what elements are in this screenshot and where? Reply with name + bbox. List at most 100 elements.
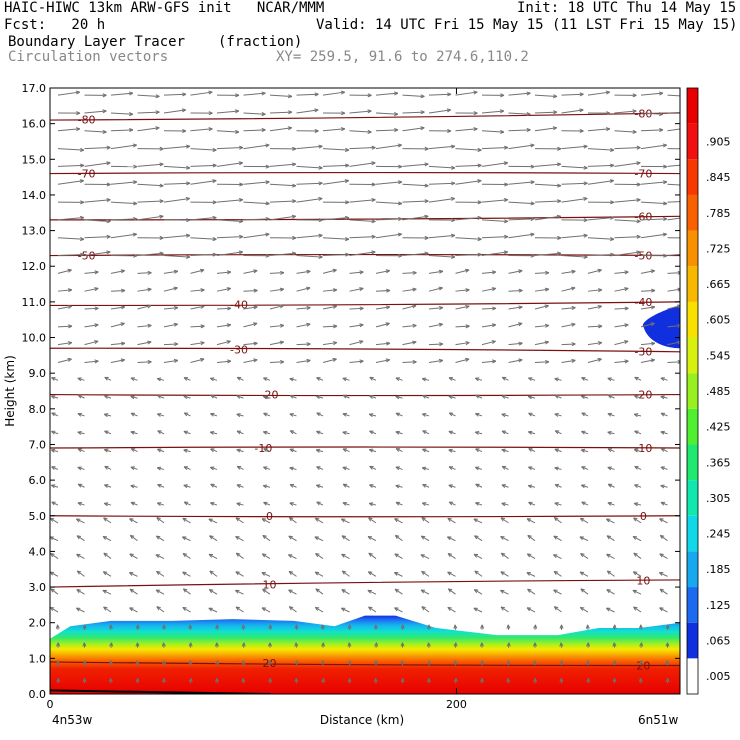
colorbar-swatch bbox=[687, 88, 698, 124]
vector-arrow bbox=[633, 517, 642, 524]
vector-arrow bbox=[554, 430, 562, 435]
vector-arrow bbox=[587, 90, 611, 96]
vector-arrow bbox=[243, 288, 258, 293]
vector-arrow bbox=[395, 448, 403, 453]
vector-arrow bbox=[421, 502, 430, 506]
vector-arrow bbox=[263, 448, 271, 453]
colorbar-label: .545 bbox=[706, 349, 731, 362]
vector-arrow bbox=[130, 377, 138, 382]
vector-arrow bbox=[421, 517, 430, 524]
vector-arrow bbox=[428, 358, 444, 363]
colorbar-label: .125 bbox=[706, 599, 731, 612]
vector-arrow bbox=[235, 535, 244, 542]
vector-arrow bbox=[216, 323, 232, 328]
vector-arrow bbox=[241, 624, 246, 630]
colorbar-swatch bbox=[687, 658, 698, 694]
vector-arrow bbox=[269, 323, 285, 328]
vector-arrow bbox=[349, 270, 364, 275]
vector-arrow bbox=[190, 341, 205, 346]
vector-arrow bbox=[289, 466, 297, 471]
vector-arrow bbox=[84, 129, 107, 134]
vector-arrow bbox=[296, 108, 319, 114]
vector-arrow bbox=[553, 570, 562, 577]
vector-arrow bbox=[349, 234, 376, 239]
vector-arrow bbox=[241, 642, 246, 648]
vector-arrow bbox=[534, 270, 550, 275]
vector-arrow bbox=[420, 554, 430, 559]
vector-arrow bbox=[508, 180, 535, 185]
vector-arrow bbox=[322, 127, 346, 132]
vector-arrow bbox=[369, 465, 377, 470]
vector-arrow bbox=[236, 465, 244, 470]
vector-arrow bbox=[50, 536, 59, 542]
vector-arrow bbox=[269, 235, 297, 240]
vector-arrow bbox=[585, 660, 590, 666]
vector-arrow bbox=[104, 376, 112, 381]
vector-arrow bbox=[368, 552, 377, 559]
vector-arrow bbox=[455, 357, 470, 363]
vector-arrow bbox=[554, 466, 562, 471]
vector-arrow bbox=[130, 466, 138, 471]
vector-arrow bbox=[606, 535, 615, 542]
vector-arrow bbox=[296, 165, 323, 170]
vector-arrow bbox=[50, 448, 59, 453]
vector-arrow bbox=[210, 394, 218, 399]
vector-arrow bbox=[426, 642, 431, 648]
vector-arrow bbox=[84, 323, 99, 328]
plot-frame bbox=[49, 87, 681, 695]
isotherm-label: -40 bbox=[230, 298, 248, 311]
vector-arrow bbox=[262, 534, 271, 542]
vector-arrow bbox=[243, 216, 270, 222]
vector-arrow bbox=[448, 395, 456, 400]
vector-arrow bbox=[163, 342, 179, 347]
vector-arrow bbox=[214, 642, 219, 648]
vector-arrow bbox=[402, 340, 417, 346]
vector-arrow bbox=[130, 395, 138, 400]
vector-arrow bbox=[614, 145, 641, 150]
vector-arrow bbox=[236, 448, 244, 453]
vector-arrow bbox=[534, 323, 550, 328]
vector-arrow bbox=[322, 304, 338, 310]
vector-arrow bbox=[534, 304, 549, 310]
vector-arrow bbox=[109, 642, 114, 648]
vector-arrow bbox=[243, 201, 270, 206]
vector-arrow bbox=[77, 412, 85, 417]
vector-arrow bbox=[209, 377, 218, 382]
vector-arrow bbox=[586, 642, 591, 648]
vector-arrow bbox=[188, 642, 193, 648]
vector-arrow bbox=[322, 252, 350, 257]
vector-arrow bbox=[243, 358, 258, 363]
vector-arrow bbox=[474, 570, 483, 577]
vector-arrow bbox=[103, 413, 112, 418]
vector-arrow bbox=[481, 145, 509, 150]
vector-arrow bbox=[375, 322, 390, 328]
vector-arrow bbox=[163, 92, 187, 97]
vector-arrow bbox=[428, 165, 456, 170]
vector-arrow bbox=[587, 200, 615, 205]
vector-arrow bbox=[561, 128, 584, 133]
forecast-hour: Fcst: 20 h bbox=[4, 17, 106, 33]
vector-arrow bbox=[157, 430, 165, 435]
vector-arrow bbox=[667, 270, 680, 275]
vector-arrow bbox=[640, 91, 664, 96]
vector-arrow bbox=[162, 660, 167, 666]
vector-arrow bbox=[163, 233, 191, 239]
vector-arrow bbox=[481, 219, 509, 224]
vector-arrow bbox=[235, 606, 244, 613]
vector-arrow bbox=[110, 216, 138, 222]
vector-arrow bbox=[402, 214, 429, 221]
vector-arrow bbox=[634, 430, 642, 435]
vector-arrow bbox=[163, 218, 191, 223]
vector-arrow bbox=[587, 127, 611, 132]
vector-arrow bbox=[155, 589, 165, 595]
vector-arrow bbox=[394, 534, 403, 542]
vector-arrow bbox=[640, 164, 668, 169]
plot-area: -80 -80-70 -70-60-50 -50-40 -40-30 -30-20 -20-… bbox=[50, 90, 680, 694]
vector-arrow bbox=[501, 430, 509, 435]
vector-arrow bbox=[475, 394, 483, 399]
vector-arrow bbox=[183, 377, 191, 381]
vector-arrow bbox=[289, 430, 297, 435]
vector-arrow bbox=[640, 232, 668, 239]
vector-arrow bbox=[527, 534, 536, 542]
vector-arrow bbox=[269, 146, 297, 151]
